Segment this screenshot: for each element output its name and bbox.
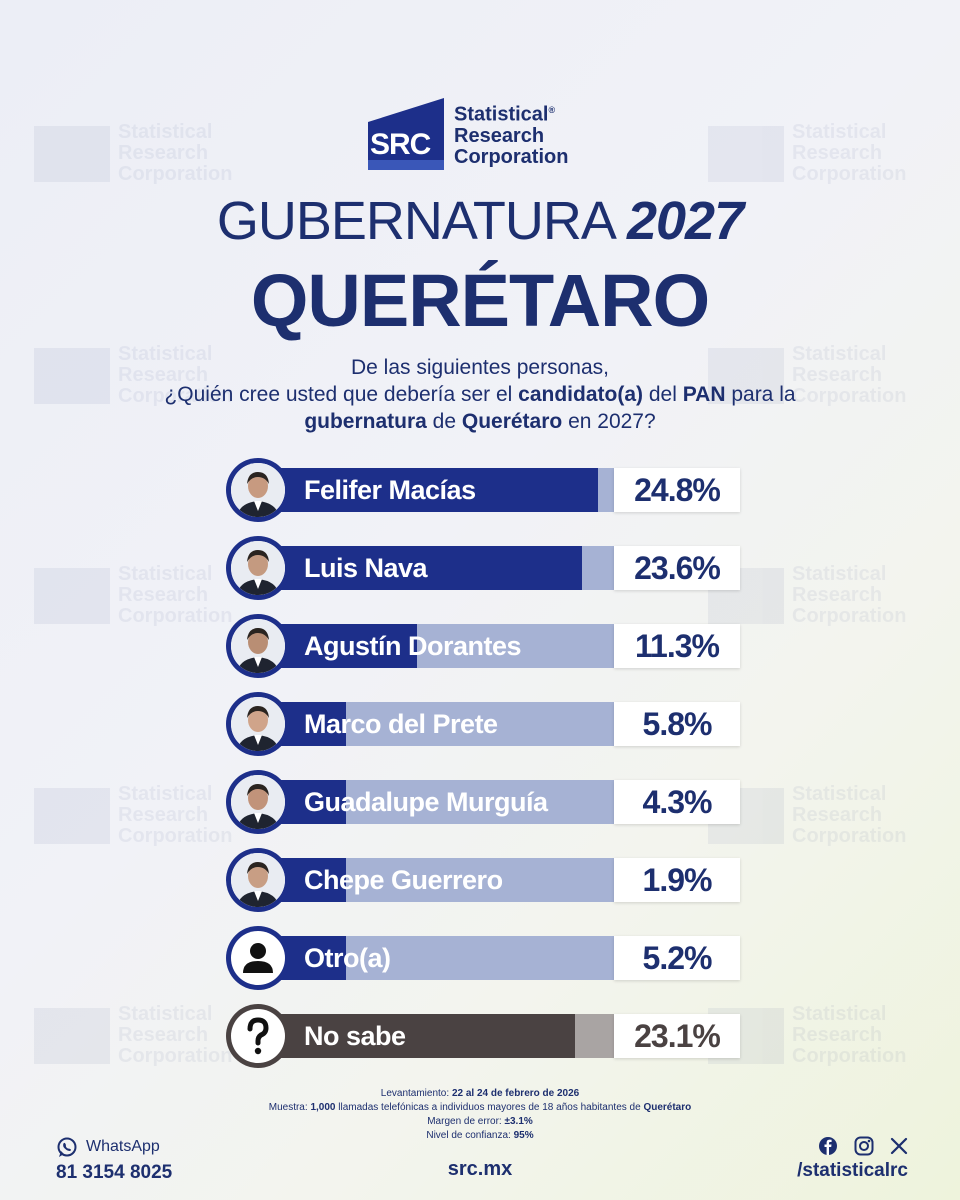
logo-name-line1: Statistical xyxy=(454,104,549,126)
value-box: 5.8% xyxy=(614,702,740,746)
portrait-icon xyxy=(231,541,285,595)
value-box: 23.6% xyxy=(614,546,740,590)
bar-fill xyxy=(266,546,582,590)
title-word: GUBERNATURA xyxy=(216,191,614,251)
value-box: 23.1% xyxy=(614,1014,740,1058)
whatsapp-icon xyxy=(57,1137,77,1157)
note-confianza: Nivel de confianza: 95% xyxy=(426,1130,534,1141)
bar-fill xyxy=(266,468,598,512)
watermark: Statistical Research Corporation xyxy=(708,344,906,407)
bar-label: Felifer Macías xyxy=(304,475,476,505)
bar-label: Guadalupe Murguía xyxy=(304,787,548,817)
phone-number[interactable]: 81 3154 8025 xyxy=(56,1162,173,1183)
bar-label: Luis Nava xyxy=(304,553,428,583)
candidate-avatar xyxy=(226,926,290,990)
candidate-avatar xyxy=(226,1004,290,1068)
portrait-icon xyxy=(231,463,285,517)
data-label: 23.1% xyxy=(634,1018,721,1054)
watermark: Statistical Research Corporation xyxy=(34,564,232,627)
value-box: 11.3% xyxy=(614,624,740,668)
person-icon xyxy=(243,943,273,973)
bar-label: Otro(a) xyxy=(304,943,391,973)
bar-track xyxy=(266,1014,614,1058)
facebook-icon[interactable] xyxy=(818,1136,838,1156)
logo-name-line2: Research xyxy=(454,125,545,147)
data-label: 5.8% xyxy=(642,706,713,742)
watermark: Statistical Research Corporation xyxy=(34,122,232,185)
data-label: 11.3% xyxy=(635,628,720,664)
candidate-avatar xyxy=(226,614,290,678)
chart-row: Marco del Prete 5.8% xyxy=(226,692,746,762)
candidate-avatar xyxy=(226,848,290,912)
watermark: Statistical Research Corporation xyxy=(708,122,906,185)
title-year: 2027 xyxy=(626,191,744,251)
website-link[interactable]: src.mx xyxy=(447,1158,513,1180)
candidate-avatar xyxy=(226,692,290,756)
methodology-notes: Levantamiento: 22 al 24 de febrero de 20… xyxy=(0,1087,960,1143)
portrait-icon xyxy=(231,853,285,907)
social-handle[interactable]: /statisticalrc xyxy=(797,1160,908,1181)
bar-label: Marco del Prete xyxy=(304,709,498,739)
bar-track xyxy=(266,546,614,590)
portrait-icon xyxy=(231,697,285,751)
note-margen: Margen de error: ±3.1% xyxy=(427,1116,533,1127)
value-box: 1.9% xyxy=(614,858,740,902)
survey-question: De las siguientes personas, ¿Quién cree … xyxy=(100,354,860,435)
watermark: Statistical Research Corporation xyxy=(34,1004,232,1067)
candidate-avatar xyxy=(226,536,290,600)
data-label: 23.6% xyxy=(634,550,721,586)
bar-track xyxy=(266,858,614,902)
data-label: 24.8% xyxy=(634,472,721,508)
portrait-icon xyxy=(231,619,285,673)
registered-mark: ® xyxy=(548,105,556,116)
question-line3: gubernatura de Querétaro en 2027? xyxy=(304,410,656,433)
note-levantamiento: Levantamiento: 22 al 24 de febrero de 20… xyxy=(380,1088,580,1099)
page-title: GUBERNATURA 2027 xyxy=(0,190,960,252)
chart-row: Agustín Dorantes 11.3% xyxy=(226,614,746,684)
question-line2: ¿Quién cree usted que debería ser el can… xyxy=(164,383,796,406)
page-subtitle: QUERÉTARO xyxy=(250,259,710,342)
social-links: /statisticalrc xyxy=(797,1136,908,1182)
bar-fill xyxy=(266,1014,576,1058)
bar-track xyxy=(266,468,614,512)
question-line1: De las siguientes personas, xyxy=(351,356,609,379)
whatsapp-contact[interactable]: WhatsApp 81 3154 8025 xyxy=(56,1136,172,1184)
bar-label: No sabe xyxy=(304,1021,406,1051)
chart-row: Luis Nava 23.6% xyxy=(226,536,746,606)
value-box: 24.8% xyxy=(614,468,740,512)
watermark: Statistical Research Corporation xyxy=(34,784,232,847)
chart-row: Guadalupe Murguía 4.3% xyxy=(226,770,746,840)
data-label: 1.9% xyxy=(642,862,713,898)
bar-label: Chepe Guerrero xyxy=(304,865,503,895)
logo-mark-text: SRC xyxy=(370,128,431,161)
bar-fill xyxy=(266,624,418,668)
logo-name: Statistical® Research Corporation xyxy=(454,100,568,170)
logo-name-line3: Corporation xyxy=(454,146,569,168)
x-icon[interactable] xyxy=(890,1137,908,1155)
note-muestra: Muestra: 1,000 llamadas telefónicas a in… xyxy=(268,1102,692,1113)
chart-row: Chepe Guerrero 1.9% xyxy=(226,848,746,918)
candidate-avatar xyxy=(226,770,290,834)
bar-track xyxy=(266,624,614,668)
instagram-icon[interactable] xyxy=(854,1136,874,1156)
data-label: 4.3% xyxy=(642,784,713,820)
portrait-icon xyxy=(231,775,285,829)
chart-row: Felifer Macías 24.8% xyxy=(226,458,746,528)
whatsapp-label: WhatsApp xyxy=(86,1138,160,1155)
data-label: 5.2% xyxy=(642,940,713,976)
question-icon xyxy=(247,1017,269,1055)
value-box: 4.3% xyxy=(614,780,740,824)
watermark: Statistical Research Corporation xyxy=(34,344,232,407)
chart-row: No sabe 23.1% xyxy=(226,1004,746,1074)
brand-logo: SRC Statistical® Research Corporation xyxy=(368,98,568,170)
logo-mark: SRC xyxy=(368,98,444,170)
chart-row: Otro(a) 5.2% xyxy=(226,926,746,996)
results-bar-chart: Felifer Macías 24.8% Luis Nava 23.6% Agustín… xyxy=(226,458,746,1068)
bar-label: Agustín Dorantes xyxy=(304,631,522,661)
value-box: 5.2% xyxy=(614,936,740,980)
candidate-avatar xyxy=(226,458,290,522)
